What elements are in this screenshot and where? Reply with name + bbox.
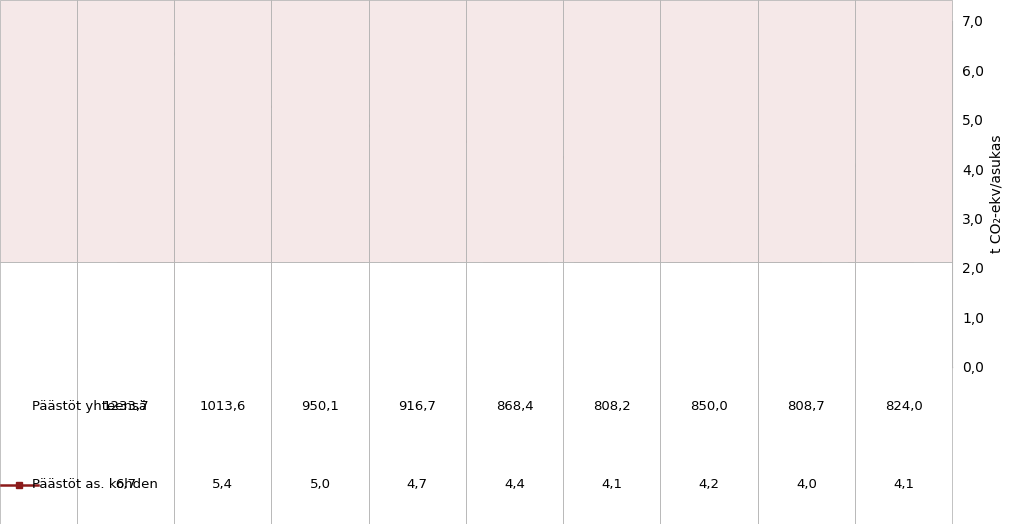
Text: 4,4: 4,4 xyxy=(504,478,525,491)
Y-axis label: t CO₂-ekv/asukas: t CO₂-ekv/asukas xyxy=(989,135,1004,253)
Text: 1013,6: 1013,6 xyxy=(200,400,246,412)
Text: 1233,7: 1233,7 xyxy=(102,400,148,412)
Bar xyxy=(666,157,729,367)
Text: 6,7: 6,7 xyxy=(115,478,136,491)
Text: 808,7: 808,7 xyxy=(787,400,825,412)
Y-axis label: kt CO₂-ekv: kt CO₂-ekv xyxy=(12,157,27,231)
Text: 916,7: 916,7 xyxy=(398,400,436,412)
Text: 4,2: 4,2 xyxy=(698,478,720,491)
Bar xyxy=(208,116,272,367)
Bar xyxy=(391,140,455,367)
Bar xyxy=(117,62,180,367)
Bar xyxy=(482,152,547,367)
Text: 950,1: 950,1 xyxy=(301,400,339,412)
Bar xyxy=(757,167,821,367)
Bar xyxy=(849,163,912,367)
Text: Päästöt as. kohden: Päästöt as. kohden xyxy=(33,478,158,491)
Text: 868,4: 868,4 xyxy=(496,400,534,412)
Bar xyxy=(300,132,364,367)
Text: Päästöt yhteensä: Päästöt yhteensä xyxy=(33,400,147,412)
Text: 808,2: 808,2 xyxy=(593,400,631,412)
Text: 4,0: 4,0 xyxy=(796,478,817,491)
Text: 4,1: 4,1 xyxy=(601,478,623,491)
Text: 4,7: 4,7 xyxy=(407,478,428,491)
Text: 5,0: 5,0 xyxy=(309,478,331,491)
Text: 4,1: 4,1 xyxy=(893,478,914,491)
Bar xyxy=(574,167,638,367)
Text: 850,0: 850,0 xyxy=(690,400,728,412)
Text: 824,0: 824,0 xyxy=(885,400,923,412)
Text: 5,4: 5,4 xyxy=(212,478,233,491)
